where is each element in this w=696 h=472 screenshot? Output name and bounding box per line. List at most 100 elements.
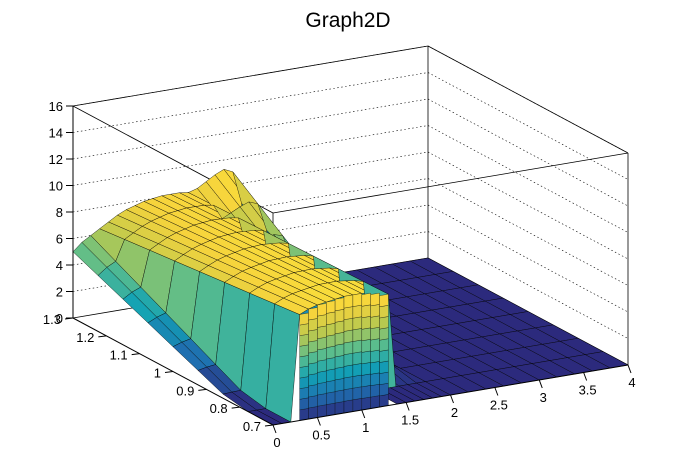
front-wall-facet — [370, 315, 380, 329]
front-wall-facet — [308, 362, 318, 376]
front-wall-facet — [379, 294, 389, 307]
box-edge — [272, 152, 629, 214]
front-wall-facet — [334, 366, 345, 381]
front-wall-facet — [334, 355, 345, 369]
y-tick-label: 1 — [154, 366, 161, 381]
front-wall-facet — [334, 401, 345, 415]
front-wall-facet — [317, 303, 327, 317]
y-tick-label: 0.8 — [210, 401, 228, 416]
front-wall-facet — [317, 382, 327, 396]
front-wall-facet — [352, 293, 362, 307]
front-wall-facet — [308, 340, 318, 354]
front-wall-facet — [299, 355, 309, 368]
front-wall-facet — [343, 399, 354, 414]
front-wall-facet — [334, 378, 345, 392]
front-wall-facet — [326, 380, 336, 394]
front-wall-facet — [370, 384, 380, 398]
front-wall-facet — [334, 332, 345, 346]
y-tick-label: 0.7 — [243, 419, 261, 434]
y-tick — [231, 406, 240, 409]
front-wall-facet — [326, 345, 336, 360]
front-wall-facet — [299, 344, 309, 358]
axes: 0 0.5 1 1.5 2 2.5 3 3.5 40.70.80.911.11.21.30246… — [43, 99, 636, 450]
x-tick-label: 3.5 — [579, 383, 597, 398]
front-wall-facet — [317, 359, 327, 373]
x-tick-label: 0.5 — [312, 428, 330, 443]
front-wall-facet — [370, 292, 380, 307]
front-wall-facet — [370, 327, 380, 341]
front-wall-facet — [308, 384, 318, 398]
front-wall-facet — [361, 339, 371, 353]
front-wall-facet — [352, 386, 362, 400]
front-wall-facet — [317, 348, 327, 362]
front-wall-facet — [326, 300, 336, 314]
front-wall-facet — [352, 304, 362, 319]
front-wall-facet — [361, 396, 371, 411]
y-tick — [198, 388, 207, 391]
surface-mesh — [72, 168, 629, 426]
z-gridline — [72, 72, 629, 180]
front-wall-facet — [379, 394, 389, 408]
front-wall-facet — [352, 351, 362, 366]
z-tick-label: 6 — [56, 232, 63, 247]
front-wall-facet — [299, 397, 309, 411]
chart-title: Graph2D — [305, 9, 390, 32]
front-wall-facet — [334, 320, 345, 334]
y-tick-label: 1.3 — [43, 312, 61, 327]
front-wall-facet — [317, 393, 327, 407]
front-wall-facet — [334, 309, 345, 323]
front-wall-facet — [326, 323, 336, 337]
front-wall-facet — [317, 370, 327, 384]
front-wall-facet — [352, 398, 362, 412]
y-tick — [264, 424, 274, 427]
front-wall-facet — [379, 338, 389, 352]
x-tick — [361, 409, 366, 419]
front-wall-facet — [379, 360, 389, 374]
front-wall-facet — [361, 385, 371, 399]
front-wall-facet — [299, 376, 309, 389]
z-tick-label: 0 — [56, 311, 63, 326]
front-wall-facet — [299, 408, 309, 421]
z-tick-label: 12 — [49, 152, 63, 167]
x-tick-label: 1.5 — [401, 413, 419, 428]
front-wall-facet — [361, 304, 371, 318]
y-tick — [164, 371, 174, 373]
front-wall-facet — [308, 351, 318, 365]
front-wall-facet — [308, 406, 318, 420]
front-wall-facet — [370, 372, 380, 386]
z-tick-label: 8 — [56, 205, 63, 220]
front-wall-facet — [352, 316, 362, 331]
z-tick-label: 14 — [49, 126, 63, 141]
front-wall-facet — [326, 357, 336, 371]
front-wall-facet — [379, 383, 389, 397]
front-wall-facet — [343, 341, 354, 355]
front-wall-facet — [343, 376, 354, 390]
front-wall-facet — [334, 343, 345, 358]
front-wall-facet — [317, 325, 327, 339]
front-wall-facet — [343, 364, 354, 379]
front-wall-facet — [308, 329, 318, 343]
front-wall-facet — [343, 329, 354, 344]
front-wall-facet — [379, 327, 389, 341]
front-wall-facet — [343, 318, 354, 332]
x-tick — [494, 387, 499, 396]
x-tick — [627, 364, 632, 374]
front-wall-facet — [361, 362, 371, 376]
front-wall-facet — [317, 404, 327, 418]
z-tick-label: 2 — [56, 285, 63, 300]
front-wall-facet — [352, 363, 362, 377]
front-wall-facet — [299, 365, 309, 379]
front-wall-facet — [334, 389, 345, 404]
front-wall-facet — [370, 349, 380, 364]
front-wall-facet — [317, 314, 327, 328]
front-wall-facet — [352, 374, 362, 389]
z-gridline — [72, 98, 629, 207]
front-wall-facet — [299, 323, 309, 336]
front-wall-facet — [308, 318, 318, 332]
y-tick-label: 1.2 — [76, 330, 94, 345]
front-wall-facet — [379, 305, 389, 319]
x-tick — [405, 402, 410, 411]
front-wall-facet — [326, 311, 336, 325]
y-tick — [98, 335, 107, 338]
